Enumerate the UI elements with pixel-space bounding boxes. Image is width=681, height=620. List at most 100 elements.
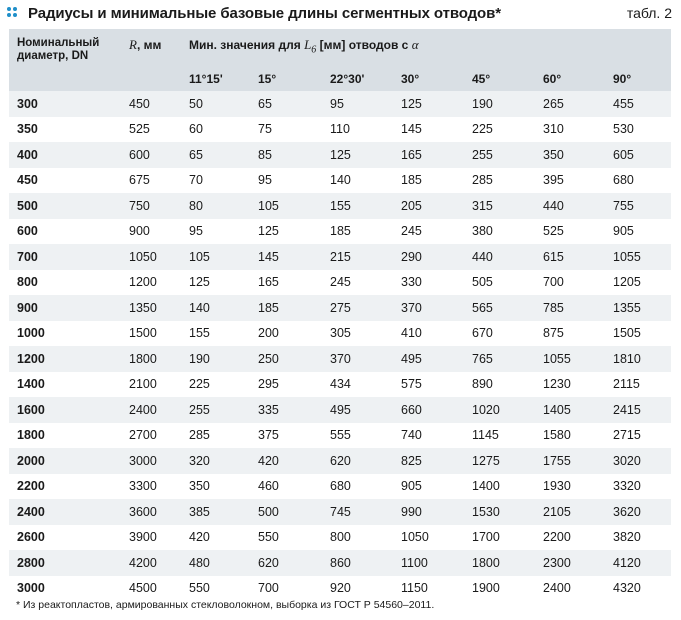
cell-min-length: 125 [330,142,401,168]
cell-min-length: 95 [258,167,330,193]
table-row: 1400 2100 225 295 434 575 890 1230 2115 [9,371,672,397]
radius-symbol: R [129,37,137,52]
cell-min-length: 755 [613,193,672,219]
cell-min-length: 440 [543,193,613,219]
cell-min-length: 990 [401,499,472,525]
cell-min-length: 1055 [613,244,672,270]
cell-min-length: 575 [401,371,472,397]
cell-min-length: 245 [330,269,401,295]
cell-radius: 1350 [129,295,189,321]
cell-min-length: 700 [258,575,330,601]
footnote: * Из реактопластов, армированных стеклов… [16,599,435,611]
table-row: 300 450 50 65 95 125 190 265 455 [9,91,672,117]
cell-min-length: 785 [543,295,613,321]
column-header-angle: 22°30' [330,66,401,91]
cell-min-length: 215 [330,244,401,270]
table-row: 2800 4200 480 620 860 1100 1800 2300 4120 [9,550,672,576]
cell-min-length: 85 [258,142,330,168]
cell-min-length: 3320 [613,473,672,499]
cell-min-length: 65 [258,91,330,117]
cell-dn: 2600 [9,524,129,550]
cell-min-length: 2115 [613,371,672,397]
cell-min-length: 145 [258,244,330,270]
cell-min-length: 740 [401,422,472,448]
cell-min-length: 420 [258,448,330,474]
cell-min-length: 1230 [543,371,613,397]
cell-radius: 2400 [129,397,189,423]
cell-min-length: 375 [258,422,330,448]
cell-min-length: 1405 [543,397,613,423]
cell-min-length: 615 [543,244,613,270]
table-row: 600 900 95 125 185 245 380 525 905 [9,218,672,244]
cell-min-length: 275 [330,295,401,321]
cell-min-length: 185 [330,218,401,244]
cell-dn: 900 [9,295,129,321]
cell-dn: 450 [9,167,129,193]
dn-header-line1: Номинальный [17,37,100,49]
cell-min-length: 330 [401,269,472,295]
cell-radius: 600 [129,142,189,168]
table-row: 3000 4500 550 700 920 1150 1900 2400 4320 [9,575,672,601]
cell-min-length: 905 [401,473,472,499]
cell-min-length: 95 [330,91,401,117]
cell-min-length: 2105 [543,499,613,525]
cell-min-length: 145 [401,116,472,142]
cell-min-length: 2200 [543,524,613,550]
cell-min-length: 1505 [613,320,672,346]
cell-min-length: 370 [330,346,401,372]
cell-min-length: 800 [330,524,401,550]
cell-min-length: 265 [543,91,613,117]
min-header-alpha: α [411,37,419,52]
cell-dn: 350 [9,116,129,142]
cell-min-length: 550 [189,575,258,601]
cell-min-length: 380 [472,218,543,244]
cell-radius: 525 [129,116,189,142]
cell-min-length: 480 [189,550,258,576]
cell-min-length: 1275 [472,448,543,474]
table-body: 300 450 50 65 95 125 190 265 455 350 525 60 75 110 145… [9,91,672,601]
cell-radius: 2100 [129,371,189,397]
cell-min-length: 1800 [472,550,543,576]
cell-dn: 2800 [9,550,129,576]
cell-min-length: 3620 [613,499,672,525]
cell-min-length: 70 [189,167,258,193]
cell-radius: 900 [129,218,189,244]
cell-radius: 3600 [129,499,189,525]
cell-min-length: 745 [330,499,401,525]
cell-radius: 3000 [129,448,189,474]
cell-min-length: 495 [401,346,472,372]
cell-min-length: 105 [189,244,258,270]
min-header-prefix: Мин. значения для [189,38,305,52]
cell-min-length: 860 [330,550,401,576]
column-header-angle: 11°15' [189,66,258,91]
cell-min-length: 190 [472,91,543,117]
cell-min-length: 670 [472,320,543,346]
cell-min-length: 4320 [613,575,672,601]
cell-dn: 2200 [9,473,129,499]
cell-dn: 3000 [9,575,129,601]
min-header-subscript: 6 [311,44,317,56]
cell-radius: 3300 [129,473,189,499]
column-header-angle: 45° [472,66,543,91]
cell-min-length: 455 [613,91,672,117]
cell-min-length: 1150 [401,575,472,601]
cell-radius: 1800 [129,346,189,372]
cell-min-length: 125 [189,269,258,295]
cell-min-length: 1055 [543,346,613,372]
table-row: 900 1350 140 185 275 370 565 785 1355 [9,295,672,321]
radius-unit: , мм [136,38,162,52]
cell-min-length: 525 [543,218,613,244]
cell-dn: 1200 [9,346,129,372]
cell-radius: 675 [129,167,189,193]
cell-min-length: 165 [401,142,472,168]
table-head: Номинальный диаметр, DN R, мм Мин. значе… [9,29,672,91]
cell-min-length: 1100 [401,550,472,576]
cell-min-length: 875 [543,320,613,346]
cell-min-length: 395 [543,167,613,193]
table-row: 2400 3600 385 500 745 990 1530 2105 3620 [9,499,672,525]
cell-min-length: 680 [613,167,672,193]
cell-min-length: 80 [189,193,258,219]
table-row: 400 600 65 85 125 165 255 350 605 [9,142,672,168]
cell-min-length: 305 [330,320,401,346]
min-header-suffix: [мм] отводов с [316,38,412,52]
